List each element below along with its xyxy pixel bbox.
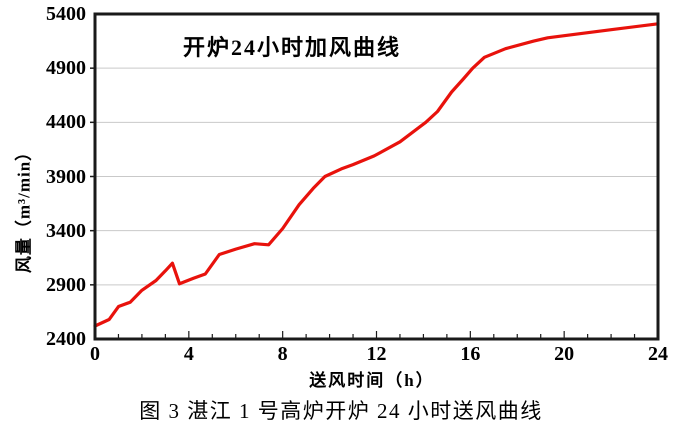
x-tick-label: 4 <box>183 343 194 365</box>
x-tick-label: 24 <box>648 343 668 365</box>
y-tick-label: 4400 <box>46 111 86 134</box>
x-tick-label: 8 <box>277 343 288 365</box>
y-tick-label: 4900 <box>46 57 86 80</box>
x-axis-label: 送风时间（h） <box>309 371 435 390</box>
x-tick-label: 20 <box>554 343 575 365</box>
chart-title: 开炉24小时加风曲线 <box>183 35 402 60</box>
y-tick-label: 3900 <box>46 165 86 188</box>
plot-frame <box>93 12 660 341</box>
y-tick-label: 2900 <box>46 273 86 296</box>
x-tick-label: 16 <box>460 343 481 365</box>
line-chart-svg <box>90 12 660 341</box>
y-tick-label: 3400 <box>46 219 86 242</box>
x-tick-label: 0 <box>90 343 100 365</box>
data-line <box>93 22 660 328</box>
y-tick-label: 5400 <box>46 3 86 25</box>
x-tick-label: 12 <box>366 343 387 365</box>
y-tick-label: 2400 <box>46 328 86 350</box>
figure-caption: 图 3 湛江 1 号高炉开炉 24 小时送风曲线 <box>139 399 543 423</box>
y-axis-label: 风量（m³/min） <box>14 142 34 274</box>
